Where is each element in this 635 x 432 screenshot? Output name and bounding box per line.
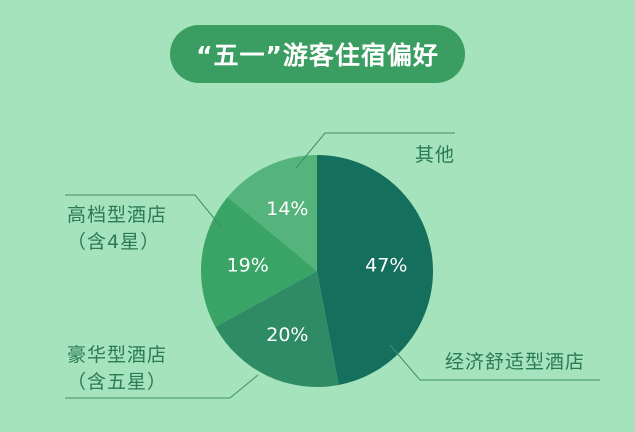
pie-slice (227, 155, 317, 271)
slice-value-label: 20% (266, 324, 308, 346)
label-luxury: 豪华型酒店 （含五星） (67, 342, 167, 396)
pie-slice (201, 197, 317, 327)
label-economy: 经济舒适型酒店 (445, 351, 586, 373)
pie-slice (317, 155, 433, 385)
slice-value-label: 19% (227, 254, 269, 276)
label-upscale-line2: （含4星） (67, 231, 161, 253)
label-upscale-line1: 高档型酒店 (67, 204, 168, 226)
leader-line-economy (389, 344, 600, 381)
leader-line-upscale (65, 194, 223, 229)
leader-line-other (295, 132, 455, 169)
label-other: 其他 (415, 144, 456, 166)
pie-slice (215, 271, 339, 387)
label-luxury-line2: （含五星） (67, 371, 168, 393)
leader-line-luxury (65, 374, 259, 399)
label-upscale: 高档型酒店 （含4星） (67, 202, 167, 256)
slice-value-label: 14% (266, 198, 308, 220)
chart-title: “五一”游客住宿偏好 (170, 25, 465, 83)
slice-value-label: 47% (365, 254, 407, 276)
label-luxury-line1: 豪华型酒店 (67, 344, 168, 366)
